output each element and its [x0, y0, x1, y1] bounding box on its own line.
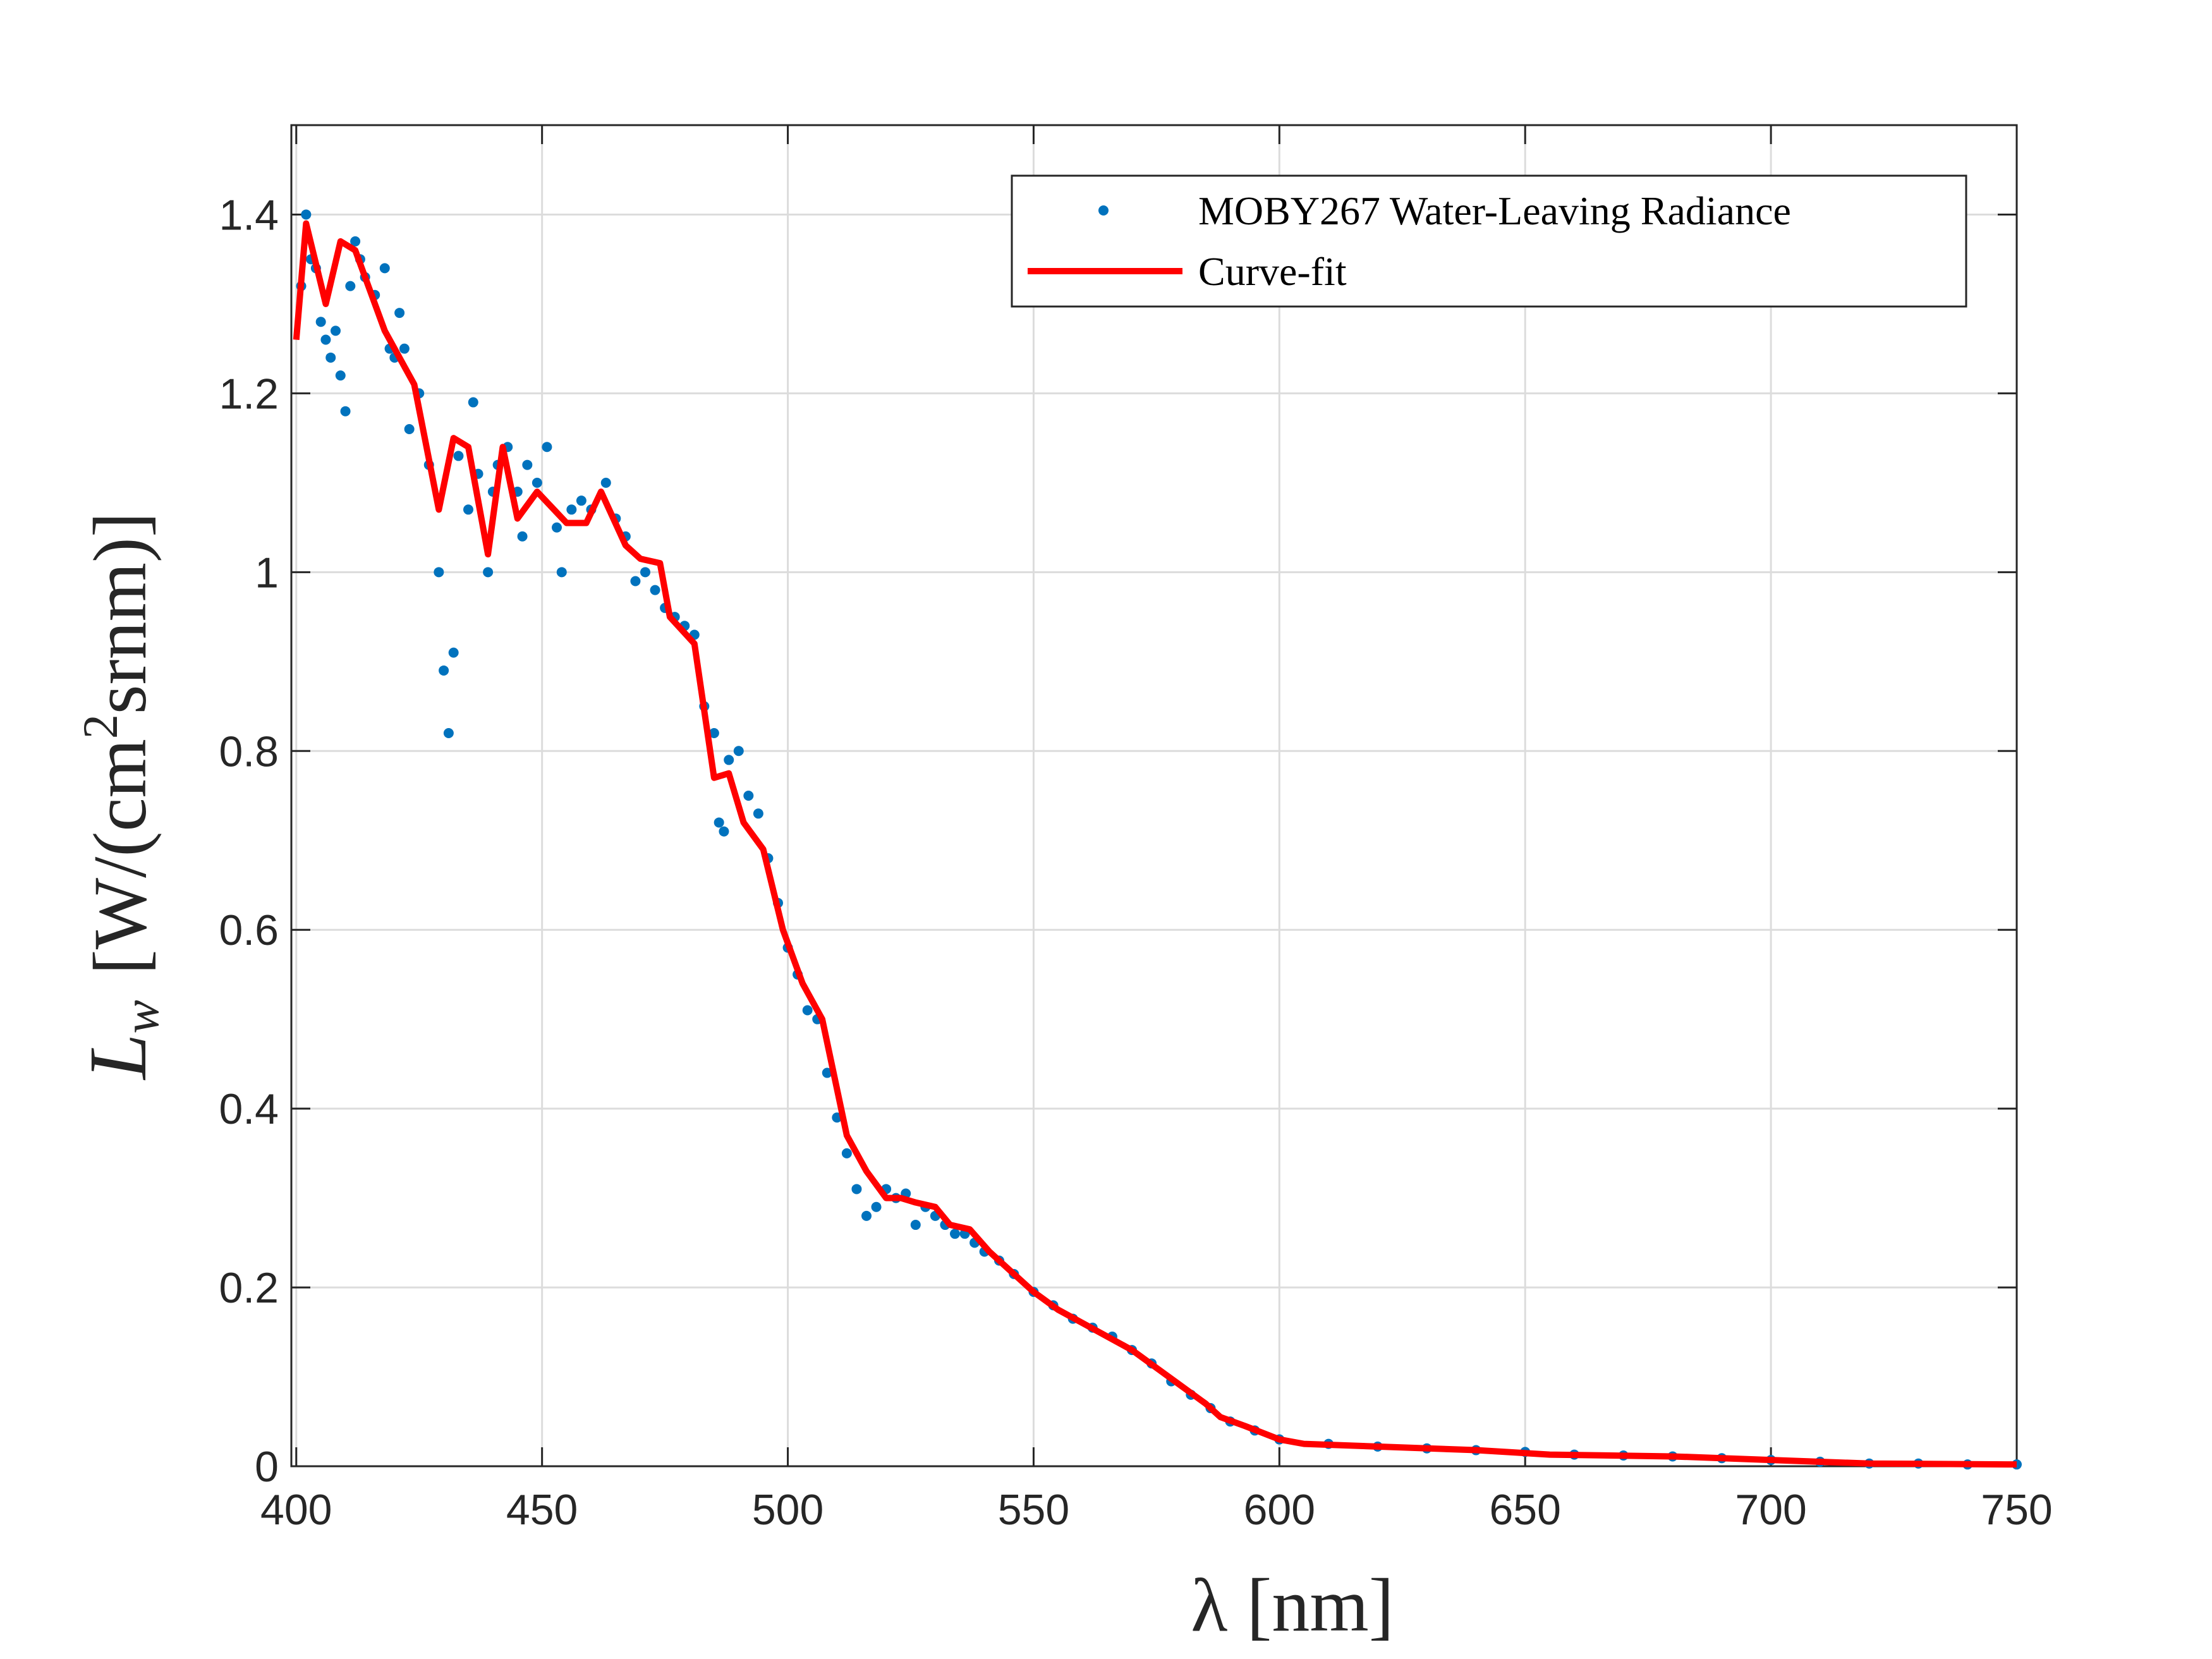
scatter-point	[542, 442, 552, 453]
scatter-point	[532, 477, 542, 488]
scatter-point	[910, 1220, 921, 1231]
scatter-point	[434, 567, 444, 578]
y-axis-label: Lw [W/(cm2srnm)]	[73, 512, 169, 1081]
y-tick-label: 0.4	[219, 1085, 279, 1133]
scatter-point	[517, 531, 528, 542]
y-tick-label: 0.2	[219, 1264, 279, 1312]
scatter-point	[379, 263, 390, 274]
x-tick-label: 450	[506, 1486, 578, 1534]
y-tick-label: 0.8	[219, 727, 279, 775]
legend-label: MOBY267 Water-Leaving Radiance	[1198, 188, 1791, 233]
scatter-point	[753, 808, 763, 819]
scatter-point	[522, 459, 533, 470]
scatter-point	[566, 504, 577, 515]
scatter-point	[345, 281, 356, 291]
y-label-subscript: w	[114, 1000, 169, 1033]
x-tick-label: 650	[1489, 1486, 1560, 1534]
scatter-point	[483, 567, 494, 578]
scatter-point	[448, 647, 459, 658]
x-tick-label: 500	[752, 1486, 823, 1534]
scatter-point	[724, 755, 734, 765]
scatter-point	[950, 1229, 960, 1239]
scatter-point	[861, 1210, 872, 1221]
y-label-unit: [W/(cm	[78, 739, 162, 975]
scatter-point	[301, 209, 312, 220]
scatter-point	[463, 504, 473, 515]
scatter-point	[399, 343, 410, 354]
scatter-point	[350, 236, 361, 246]
scatter-point	[714, 817, 724, 828]
y-tick-label: 1	[255, 549, 279, 597]
scatter-point	[394, 308, 405, 319]
scatter-point	[439, 665, 449, 676]
y-tick-label: 0	[255, 1443, 279, 1491]
scatter-point	[315, 317, 326, 327]
legend-label: Curve-fit	[1198, 249, 1347, 294]
scatter-point	[708, 727, 719, 738]
scatter-point	[404, 423, 415, 434]
scatter-point	[340, 406, 351, 416]
scatter-point	[733, 746, 744, 757]
y-label-unit-end: srnm)]	[78, 512, 162, 714]
scatter-point	[576, 495, 586, 506]
x-tick-label: 750	[1981, 1486, 2052, 1534]
scatter-point	[630, 576, 641, 586]
scatter-point	[650, 585, 660, 595]
scatter-point	[822, 1067, 832, 1078]
x-tick-label: 600	[1244, 1486, 1315, 1534]
y-tick-label: 0.6	[219, 906, 279, 954]
scatter-point	[443, 727, 454, 738]
scatter-point	[331, 325, 341, 336]
x-tick-label: 400	[260, 1486, 332, 1534]
scatter-point	[871, 1201, 882, 1212]
scatter-point	[552, 522, 562, 533]
legend-box	[1011, 174, 1967, 308]
scatter-point	[453, 451, 464, 461]
axes-box	[290, 124, 2018, 1468]
x-axis-label: λ [nm]	[1191, 1563, 1394, 1647]
scatter-point	[841, 1148, 852, 1158]
scatter-point	[556, 567, 567, 578]
scatter-point	[640, 567, 650, 578]
fit-line	[293, 220, 2017, 1468]
scatter-point	[335, 370, 346, 381]
y-label-superscript: 2	[73, 714, 128, 739]
scatter-point	[600, 477, 611, 488]
y-label-symbol: L	[73, 1034, 164, 1081]
scatter-point	[802, 1005, 813, 1016]
scatter-point	[851, 1184, 862, 1194]
scatter-point	[325, 352, 336, 363]
scatter-point	[743, 791, 754, 801]
scatter-point	[719, 826, 729, 837]
legend-marker	[1098, 205, 1109, 216]
scatter-point	[468, 397, 478, 408]
x-tick-label: 700	[1735, 1486, 1806, 1534]
y-tick-label: 1.4	[219, 191, 279, 239]
y-tick-label: 1.2	[219, 370, 279, 418]
scatter-point	[320, 334, 331, 345]
x-tick-label: 550	[998, 1486, 1069, 1534]
